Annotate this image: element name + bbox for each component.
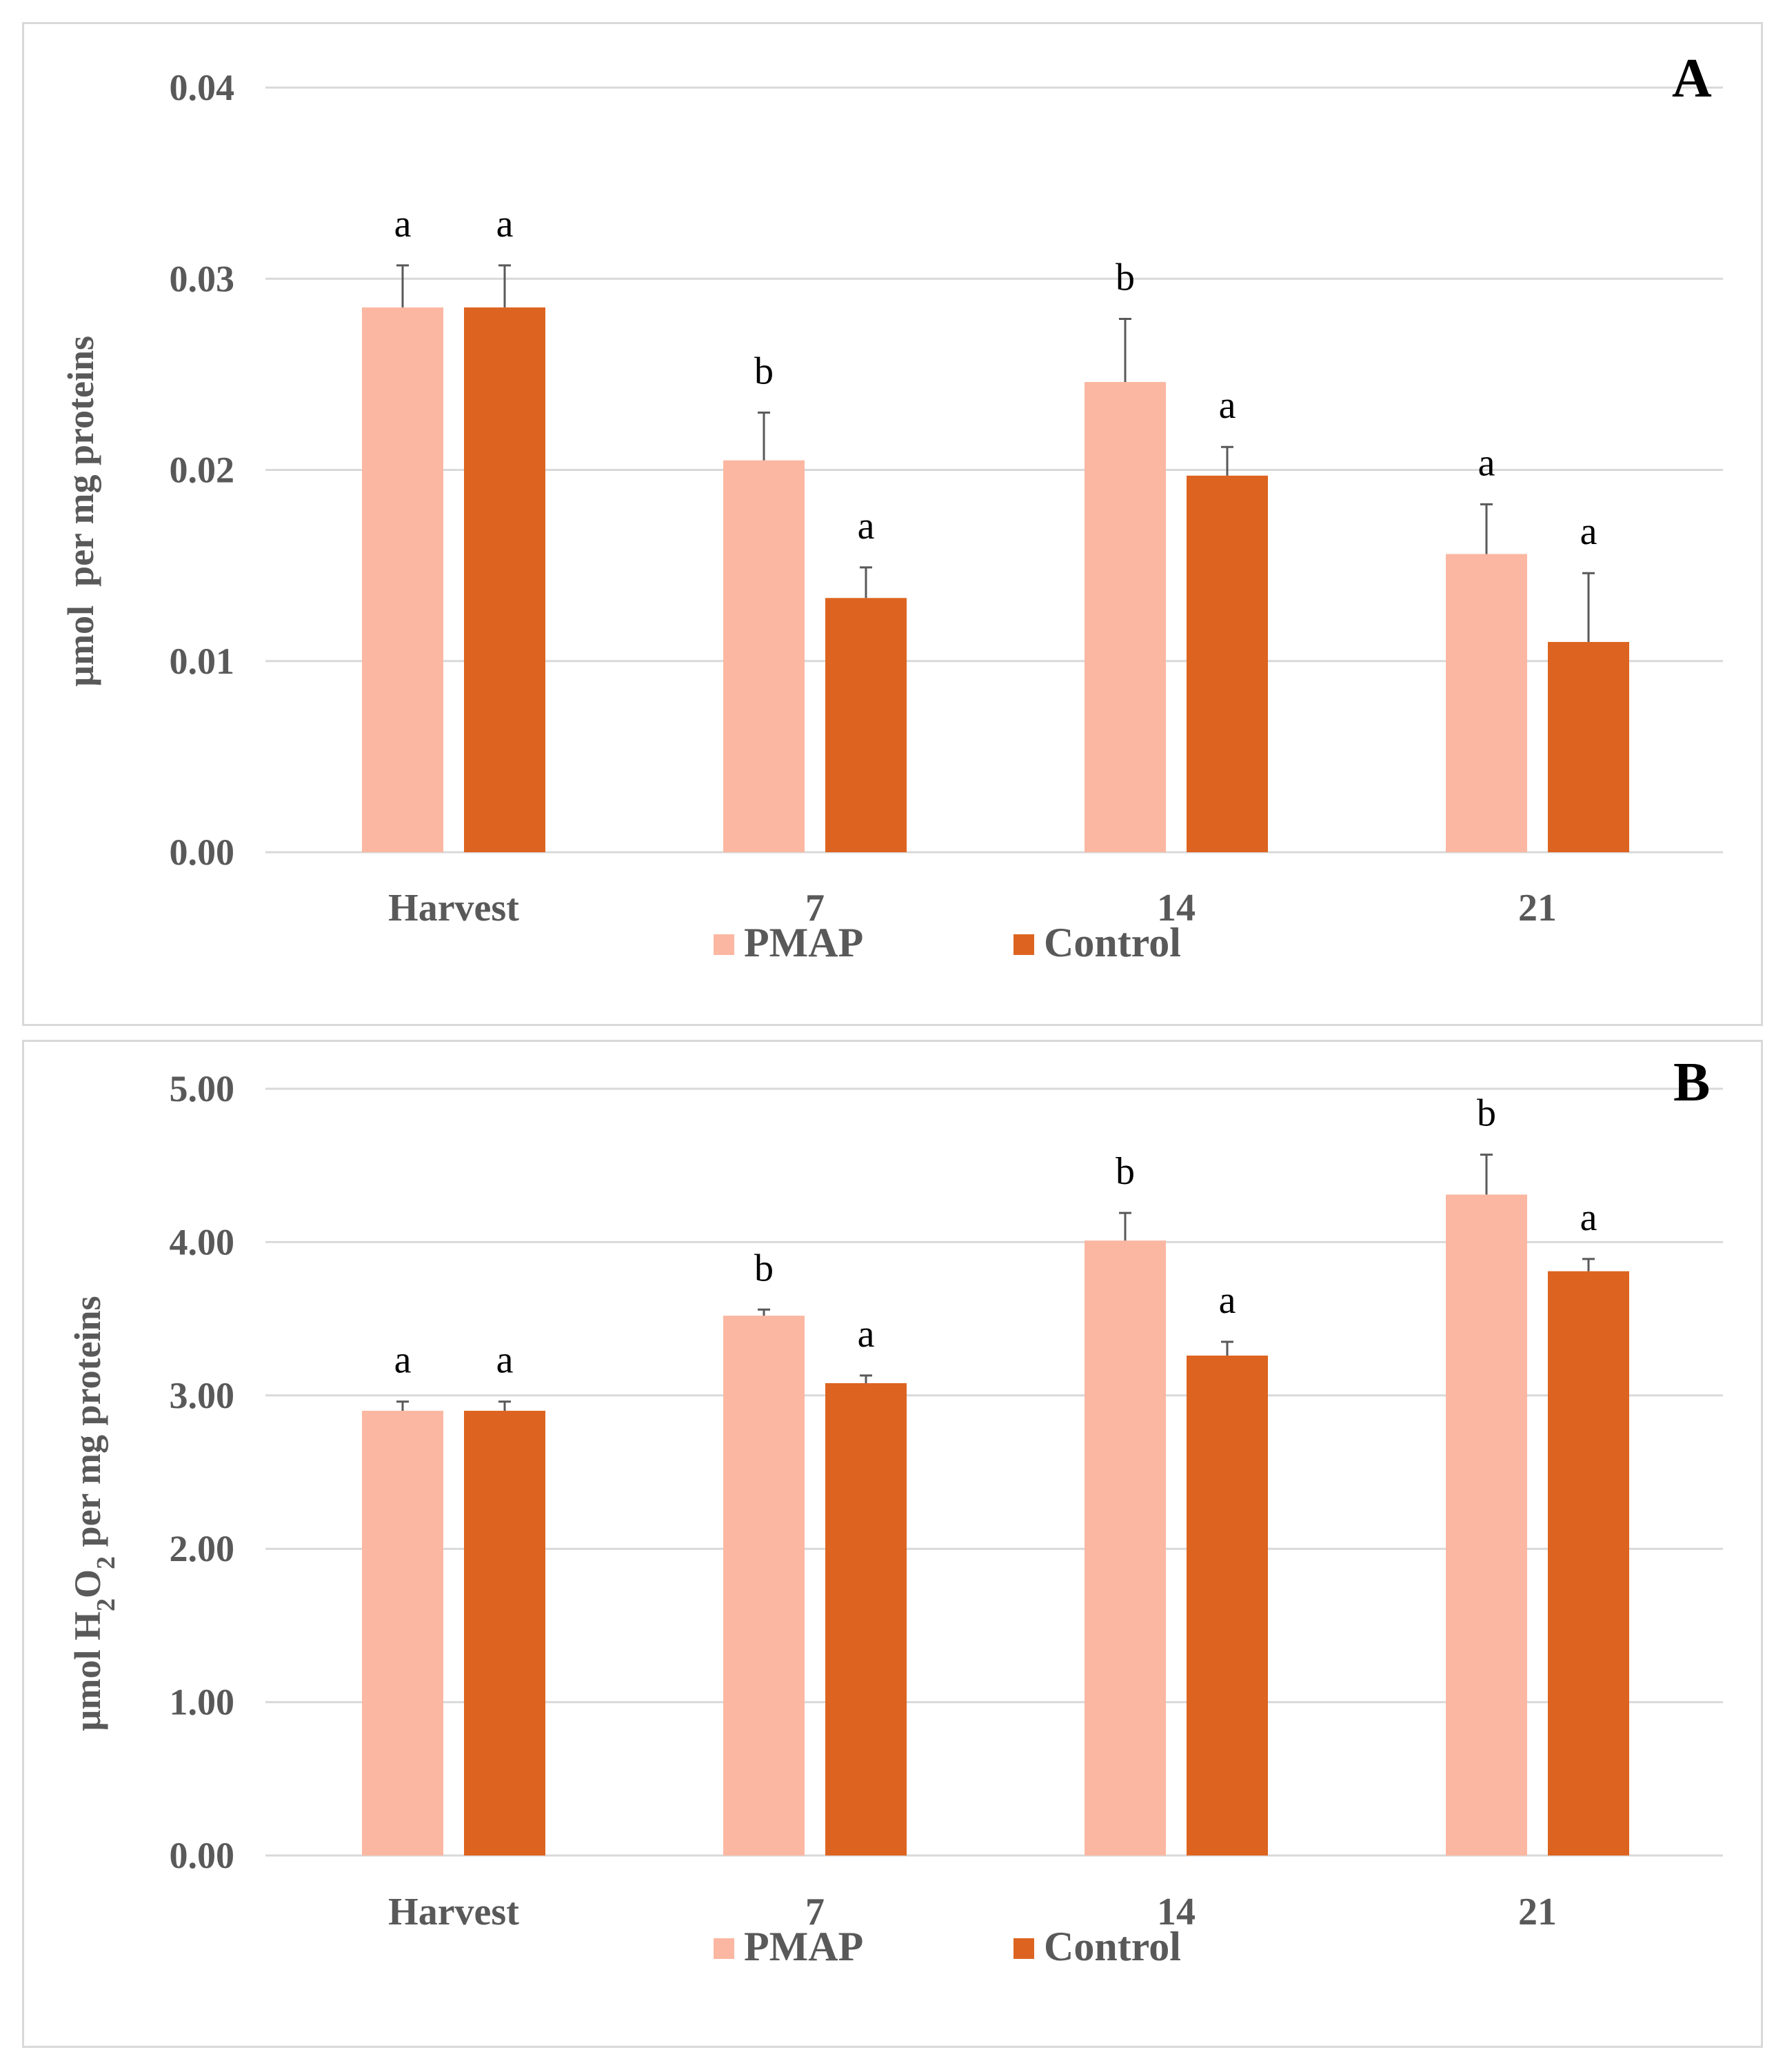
y-tick-label-a: 0.04	[170, 67, 235, 108]
legend-swatch-control-b	[1013, 1938, 1034, 1959]
panel-letter-a: A	[1672, 48, 1712, 109]
y-tick-label-b: 5.00	[170, 1068, 235, 1109]
bar-control-b-2	[1187, 1355, 1268, 1855]
bar-pmap-b-3	[1446, 1194, 1527, 1855]
significance-label-control-a-1: a	[858, 505, 875, 547]
y-tick-label-a: 0.01	[170, 641, 235, 682]
panel-letter-b: B	[1673, 1052, 1710, 1113]
bar-pmap-b-2	[1085, 1240, 1166, 1855]
bar-control-a-1	[825, 598, 907, 852]
bar-control-a-2	[1187, 475, 1268, 852]
bar-control-a-3	[1548, 642, 1629, 852]
significance-label-pmap-b-0: a	[394, 1339, 412, 1382]
significance-label-pmap-a-3: a	[1478, 441, 1495, 484]
bar-pmap-a-1	[723, 460, 805, 852]
x-category-label-a-2: 14	[1157, 887, 1196, 929]
bar-control-b-1	[825, 1383, 907, 1855]
x-category-label-a-3: 21	[1518, 887, 1557, 929]
legend-label-control-a: Control	[1044, 920, 1181, 965]
y-tick-label-b: 3.00	[170, 1375, 235, 1416]
chart-panel-a: 0.00 0.01 0.02 0.03 0.04 µmol per mg proteins…	[22, 22, 1763, 1026]
y-tick-label-b: 2.00	[170, 1528, 235, 1569]
significance-label-pmap-b-3: b	[1477, 1092, 1496, 1135]
y-axis-label-part: µmol H	[67, 1611, 108, 1731]
bar-control-b-0	[464, 1411, 545, 1855]
y-axis-label-part: O	[67, 1569, 108, 1598]
y-tick-label-b: 1.00	[170, 1682, 235, 1723]
y-tick-label-b: 4.00	[170, 1221, 235, 1263]
significance-label-pmap-b-1: b	[754, 1247, 774, 1289]
significance-label-control-b-0: a	[496, 1339, 514, 1382]
significance-label-pmap-a-0: a	[394, 203, 412, 245]
bar-pmap-a-3	[1446, 554, 1527, 852]
significance-label-pmap-a-1: b	[754, 350, 774, 392]
legend-swatch-pmap-a	[714, 934, 734, 955]
legend-swatch-control-a	[1013, 934, 1034, 955]
y-tick-label-a: 0.03	[170, 258, 235, 299]
significance-label-control-a-3: a	[1580, 510, 1597, 553]
legend-label-pmap-a: PMAP	[744, 920, 863, 965]
y-axis-label-b: µmol H2O2 per mg proteins	[67, 1296, 121, 1731]
bar-pmap-a-2	[1085, 381, 1166, 852]
x-category-label-b-2: 14	[1157, 1891, 1196, 1933]
significance-label-pmap-b-2: b	[1116, 1150, 1135, 1193]
y-axis-label-subscript: 2	[92, 1598, 121, 1611]
legend-label-control-b: Control	[1044, 1924, 1181, 1969]
y-tick-label-b: 0.00	[170, 1835, 235, 1876]
x-category-label-a-1: 7	[805, 887, 825, 929]
chart-panel-b: 0.00 1.00 2.00 3.00 4.00 5.00 µmol H2O2 per mg…	[22, 1040, 1763, 2048]
y-axis-label-a: µmol per mg proteins	[60, 336, 101, 687]
chart-a-svg: 0.00 0.01 0.02 0.03 0.04 µmol per mg proteins…	[60, 48, 1723, 965]
bar-control-b-3	[1548, 1271, 1629, 1855]
significance-label-control-b-3: a	[1580, 1196, 1597, 1239]
bar-control-a-0	[464, 307, 545, 852]
bar-pmap-b-0	[362, 1411, 443, 1855]
significance-label-pmap-a-2: b	[1116, 256, 1135, 299]
x-category-label-a-0: Harvest	[388, 887, 519, 929]
significance-label-control-a-0: a	[496, 203, 514, 245]
significance-label-control-a-2: a	[1219, 384, 1236, 427]
y-tick-label-a: 0.02	[170, 450, 235, 491]
legend-label-pmap-b: PMAP	[744, 1924, 863, 1969]
y-tick-label-a: 0.00	[170, 832, 235, 873]
legend-swatch-pmap-b	[714, 1938, 734, 1959]
bar-pmap-a-0	[362, 307, 443, 852]
x-category-label-b-0: Harvest	[388, 1891, 519, 1933]
y-axis-label-part: per mg proteins	[67, 1296, 108, 1556]
y-axis-label-subscript: 2	[92, 1556, 121, 1569]
bar-pmap-b-1	[723, 1316, 805, 1855]
significance-label-control-b-2: a	[1219, 1279, 1236, 1322]
x-category-label-b-1: 7	[805, 1891, 825, 1933]
x-category-label-b-3: 21	[1518, 1891, 1557, 1933]
significance-label-control-b-1: a	[858, 1313, 875, 1356]
